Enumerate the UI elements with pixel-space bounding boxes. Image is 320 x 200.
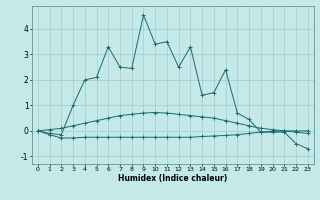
X-axis label: Humidex (Indice chaleur): Humidex (Indice chaleur): [118, 174, 228, 183]
